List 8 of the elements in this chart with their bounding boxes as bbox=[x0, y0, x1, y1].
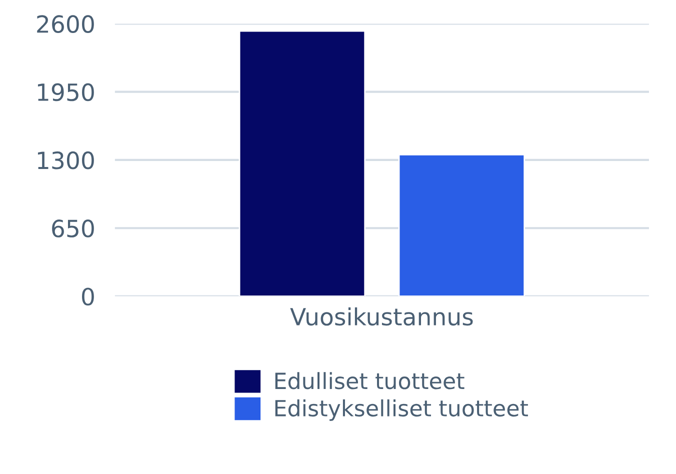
y-tick-label: 0 bbox=[82, 288, 94, 306]
y-tick-label: 2600 bbox=[37, 15, 94, 34]
y-tick-label: 1300 bbox=[38, 151, 94, 170]
y-tick-label: 650 bbox=[52, 220, 94, 238]
x-tick-label: Vuosikustannus bbox=[290, 307, 473, 326]
legend-label: Edistykselliset tuotteet bbox=[275, 399, 528, 421]
legend-label: Edulliset tuotteet bbox=[275, 372, 464, 390]
y-tick-label: 1950 bbox=[38, 83, 94, 102]
